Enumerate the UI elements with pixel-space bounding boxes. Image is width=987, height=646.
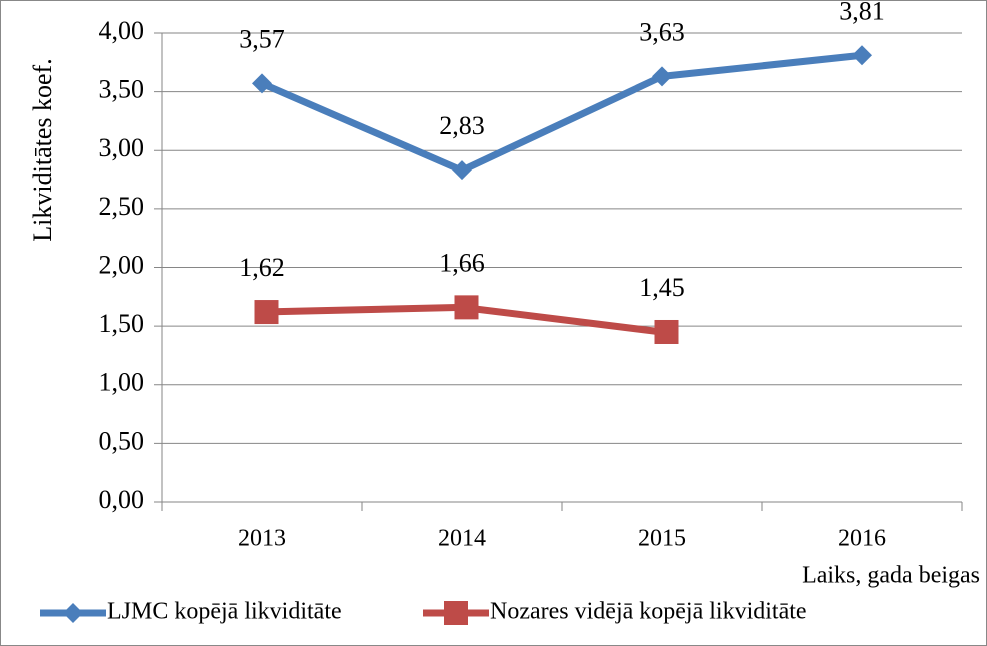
point [654, 319, 679, 344]
point [452, 160, 472, 181]
data-label: 2,83 [439, 111, 485, 140]
legend-label: LJMC kopējā likviditāte [107, 599, 342, 625]
data-label: 1,66 [439, 248, 485, 277]
x-tick-label: 2014 [438, 526, 486, 552]
y-tick-label: 4,00 [99, 16, 145, 45]
y-tick-label: 3,00 [99, 133, 145, 162]
data-label: 3,63 [639, 17, 685, 46]
y-tick-label: 0,00 [99, 485, 145, 514]
point [454, 295, 479, 320]
x-tick-label: 2013 [238, 526, 286, 552]
data-label: 1,45 [639, 273, 685, 302]
x-axis-label: Laiks, gada beigas [802, 563, 980, 589]
legend-label: Nozares vidējā kopējā likviditāte [490, 599, 807, 625]
data-label: 1,62 [239, 253, 285, 282]
y-tick-label: 3,50 [99, 75, 145, 104]
x-tick-label: 2016 [838, 526, 886, 552]
series-line [260, 51, 863, 174]
point [852, 45, 872, 66]
point [652, 66, 672, 87]
y-tick-label: 1,00 [99, 368, 145, 397]
y-tick-label: 2,00 [99, 250, 145, 279]
y-axis-label: Likviditātes koef. [28, 58, 57, 241]
point [254, 300, 279, 325]
y-tick-label: 2,50 [99, 192, 145, 221]
y-tick-label: 0,50 [99, 426, 145, 455]
data-label: 3,81 [839, 0, 885, 25]
x-tick-label: 2015 [638, 526, 686, 552]
point [252, 73, 272, 94]
y-tick-label: 1,50 [99, 309, 145, 338]
data-label: 3,57 [239, 24, 285, 53]
legend-marker [63, 603, 83, 623]
legend-marker [444, 601, 468, 625]
